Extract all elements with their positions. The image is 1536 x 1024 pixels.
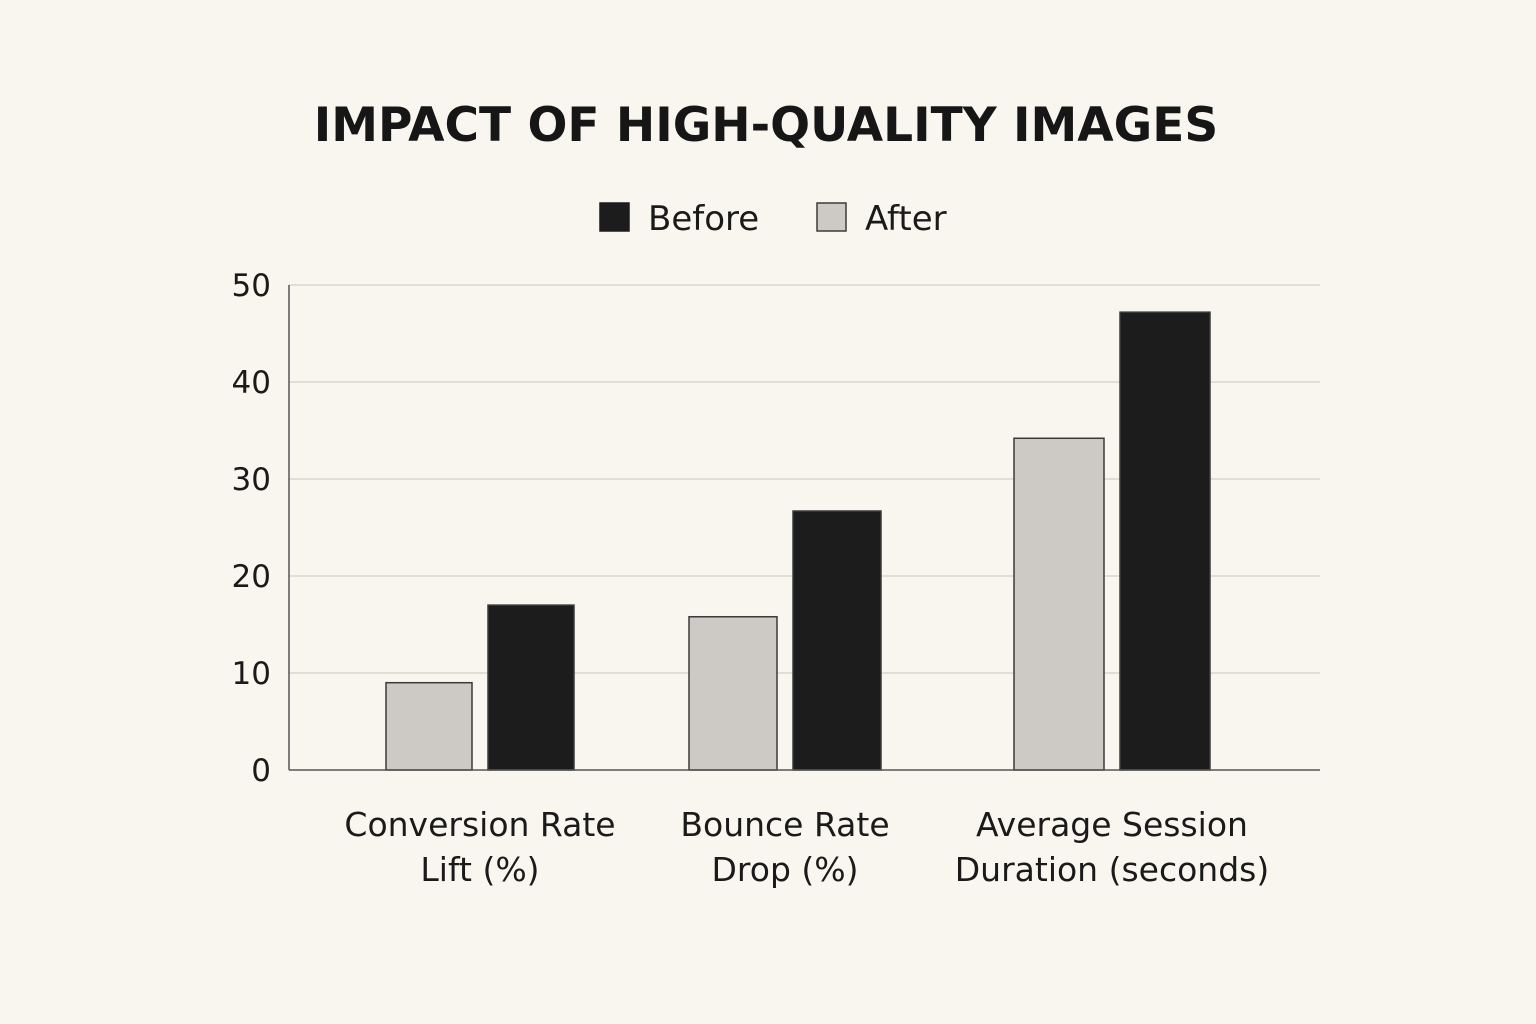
bar-before-0 xyxy=(487,604,575,771)
y-tick-label-40: 40 xyxy=(232,365,271,401)
legend: Before After xyxy=(599,199,947,239)
x-category-label-2-line-0: Average Session xyxy=(976,805,1248,844)
bars xyxy=(385,311,1211,771)
y-tick-label-50: 50 xyxy=(232,268,271,304)
x-category-label-0-line-1: Lift (%) xyxy=(420,850,539,889)
y-tick-label-20: 20 xyxy=(232,559,271,595)
legend-label-after: After xyxy=(865,199,947,239)
chart-title: IMPACT OF HIGH-QUALITY IMAGES xyxy=(314,98,1218,153)
x-category-label-1-line-1: Drop (%) xyxy=(712,850,859,889)
y-axis-ticks: 0 10 20 30 40 50 xyxy=(232,268,271,789)
bar-before-1 xyxy=(792,510,882,771)
x-axis-categories: Conversion Rate Lift (%) Bounce Rate Drop (… xyxy=(344,805,1269,889)
bar-after-2 xyxy=(1013,437,1105,771)
x-category-label-0-line-0: Conversion Rate xyxy=(344,805,615,844)
y-tick-label-10: 10 xyxy=(232,656,271,692)
axes xyxy=(288,285,1320,771)
legend-label-before: Before xyxy=(648,199,759,239)
legend-swatch-before xyxy=(599,202,630,232)
bar-after-0 xyxy=(385,681,473,771)
y-tick-label-0: 0 xyxy=(251,753,271,789)
legend-swatch-after xyxy=(816,202,847,232)
x-category-label-1-line-0: Bounce Rate xyxy=(680,805,889,844)
x-category-label-2-line-1: Duration (seconds) xyxy=(955,850,1269,889)
bar-before-2 xyxy=(1119,311,1211,771)
bar-after-1 xyxy=(688,615,778,771)
y-tick-label-30: 30 xyxy=(232,462,271,498)
